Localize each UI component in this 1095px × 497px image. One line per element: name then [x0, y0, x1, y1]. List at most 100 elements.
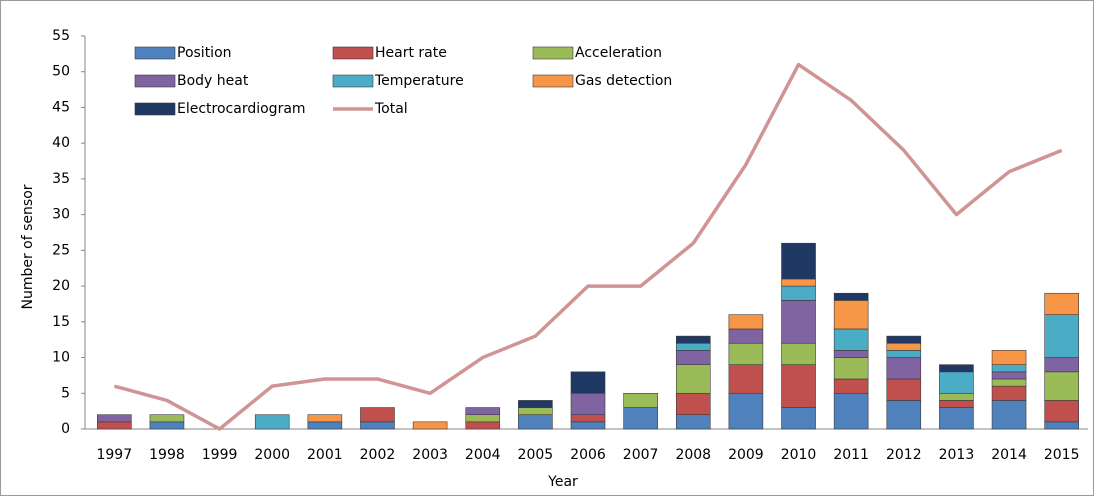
bar-segment — [781, 342, 816, 365]
x-tick-label: 2002 — [360, 447, 396, 463]
bar-segment — [939, 407, 974, 430]
bar-segment — [97, 421, 132, 430]
bar-segment — [1044, 421, 1079, 430]
bar-segment — [939, 400, 974, 408]
y-tick-label: 35 — [52, 171, 70, 187]
legend-swatch — [532, 74, 574, 88]
y-axis-label: Number of sensor — [20, 184, 36, 309]
bar-segment — [623, 392, 658, 408]
bar-segment — [833, 350, 869, 358]
bar-segment — [728, 328, 764, 344]
bar-segment — [991, 378, 1027, 387]
bar-segment — [886, 357, 922, 380]
bar-segment — [307, 414, 343, 423]
y-tick-label: 15 — [52, 314, 70, 330]
bar-segment — [991, 385, 1027, 401]
bar-segment — [97, 414, 132, 423]
bar-segment — [675, 392, 711, 416]
bar-segment — [1044, 371, 1079, 401]
y-tick-label: 30 — [52, 207, 70, 223]
legend-label: Total — [374, 101, 408, 117]
y-tick-label: 45 — [52, 99, 70, 115]
bar-segment — [991, 364, 1027, 373]
x-tick-label: 2004 — [465, 447, 501, 463]
legend-swatch — [134, 74, 176, 88]
x-tick-label: 2013 — [939, 447, 975, 463]
x-tick-label: 2003 — [412, 447, 448, 463]
bar-segment — [412, 421, 448, 430]
legend-label: Heart rate — [375, 45, 447, 61]
bar-segment — [623, 407, 658, 430]
bar-segment — [728, 314, 764, 330]
x-tick-label: 2012 — [886, 447, 922, 463]
x-tick-label: 2009 — [728, 447, 764, 463]
bar-segment — [728, 392, 764, 430]
bar-segment — [675, 342, 711, 351]
x-tick-label: 2006 — [570, 447, 606, 463]
y-tick-label: 20 — [52, 278, 70, 294]
bar-segment — [781, 407, 816, 430]
legend-swatch — [332, 74, 374, 88]
x-tick-label: 1999 — [202, 447, 238, 463]
legend-label: Electrocardiogram — [177, 101, 306, 117]
bar-segment — [149, 414, 185, 423]
bar-segment — [886, 342, 922, 351]
legend-swatch — [532, 46, 574, 60]
bar-segment — [991, 400, 1027, 430]
bar-segment — [518, 407, 553, 416]
x-tick-label: 2005 — [518, 447, 554, 463]
total-line — [113, 62, 1063, 431]
bar-segment — [518, 414, 553, 430]
bar-segment — [781, 300, 816, 344]
bar-segment — [570, 392, 606, 416]
bar-segment — [781, 242, 816, 280]
y-tick-label: 5 — [61, 385, 70, 401]
bar-segment — [465, 407, 501, 416]
bar-segment — [254, 414, 290, 430]
x-tick-label: 2015 — [1044, 447, 1080, 463]
bar-segment — [991, 350, 1027, 365]
bar-segment — [781, 285, 816, 301]
bar-segment — [675, 335, 711, 344]
y-tick-label: 25 — [52, 242, 70, 258]
legend-swatch — [134, 102, 176, 116]
bar-segment — [675, 414, 711, 430]
bar-segment — [307, 421, 343, 430]
bar-segment — [675, 350, 711, 365]
bar-segment — [675, 364, 711, 394]
bar-segment — [886, 400, 922, 430]
x-tick-label: 2010 — [781, 447, 817, 463]
bar-segment — [833, 392, 869, 430]
bar-segment — [465, 421, 501, 430]
x-tick-label: 2000 — [254, 447, 290, 463]
bar-segment — [570, 414, 606, 423]
bar-segment — [833, 300, 869, 330]
bar-segment — [939, 371, 974, 394]
bar-segment — [570, 421, 606, 430]
bar-segment — [991, 371, 1027, 380]
bar-segment — [833, 292, 869, 301]
bar-segment — [360, 407, 395, 423]
legend-label: Body heat — [177, 73, 249, 89]
y-tick-label: 50 — [52, 64, 70, 80]
legend-swatch — [332, 46, 374, 60]
bar-segment — [518, 400, 553, 408]
bar-segment — [1044, 292, 1079, 315]
bar-segment — [465, 414, 501, 423]
bar-segment — [886, 350, 922, 358]
bar-segment — [360, 421, 395, 430]
y-tick-label: 10 — [52, 350, 70, 366]
bar-segment — [1044, 400, 1079, 423]
y-tick-label: 40 — [52, 135, 70, 151]
bar-segment — [939, 392, 974, 401]
x-tick-label: 1998 — [149, 447, 185, 463]
x-tick-label: 1997 — [96, 447, 132, 463]
legend-label: Position — [177, 45, 232, 61]
bar-segment — [781, 364, 816, 408]
bar-segment — [886, 335, 922, 344]
bar-segment — [833, 357, 869, 380]
bar-segment — [939, 364, 974, 373]
legend-label: Acceleration — [575, 45, 662, 61]
bar-segment — [149, 421, 185, 430]
